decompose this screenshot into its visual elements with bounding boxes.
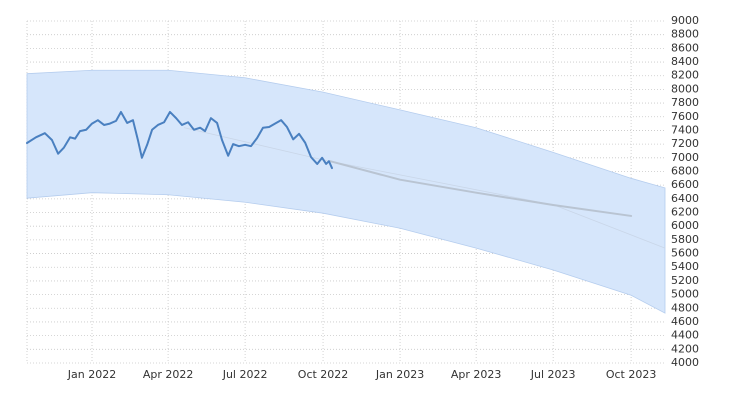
- y-tick-label: 7800: [671, 96, 699, 109]
- y-tick-label: 4200: [671, 342, 699, 355]
- y-tick-label: 5400: [671, 260, 699, 273]
- x-tick-label: Apr 2022: [143, 368, 194, 381]
- y-tick-label: 4000: [671, 356, 699, 369]
- y-tick-label: 8800: [671, 28, 699, 41]
- y-tick-label: 7200: [671, 137, 699, 150]
- y-tick-label: 6800: [671, 164, 699, 177]
- y-tick-label: 8400: [671, 55, 699, 68]
- line-series: [184, 127, 666, 249]
- y-tick-label: 8000: [671, 82, 699, 95]
- x-tick-label: Oct 2022: [298, 368, 349, 381]
- confidence-band: [26, 69, 666, 314]
- x-tick-label: Apr 2023: [451, 368, 502, 381]
- x-tick-label: Jan 2022: [67, 368, 116, 381]
- x-tick-label: Jan 2023: [375, 368, 424, 381]
- y-tick-label: 7600: [671, 110, 699, 123]
- y-tick-label: 8600: [671, 41, 699, 54]
- y-tick-label: 8200: [671, 69, 699, 82]
- y-tick-label: 4400: [671, 329, 699, 342]
- y-tick-label: 6400: [671, 192, 699, 205]
- y-tick-label: 5200: [671, 274, 699, 287]
- line-series: [26, 110, 333, 170]
- y-tick-label: 7000: [671, 151, 699, 164]
- x-tick-label: Jul 2023: [530, 368, 576, 381]
- y-tick-label: 6000: [671, 219, 699, 232]
- y-tick-label: 9000: [671, 14, 699, 27]
- y-tick-label: 4600: [671, 315, 699, 328]
- y-tick-label: 5600: [671, 247, 699, 260]
- y-tick-label: 6600: [671, 178, 699, 191]
- line-series: [329, 160, 633, 217]
- y-tick-label: 7400: [671, 123, 699, 136]
- x-tick-label: Jul 2022: [222, 368, 268, 381]
- x-tick-label: Oct 2023: [606, 368, 657, 381]
- y-tick-label: 6200: [671, 206, 699, 219]
- y-tick-label: 5800: [671, 233, 699, 246]
- y-tick-label: 4800: [671, 301, 699, 314]
- y-tick-label: 5000: [671, 288, 699, 301]
